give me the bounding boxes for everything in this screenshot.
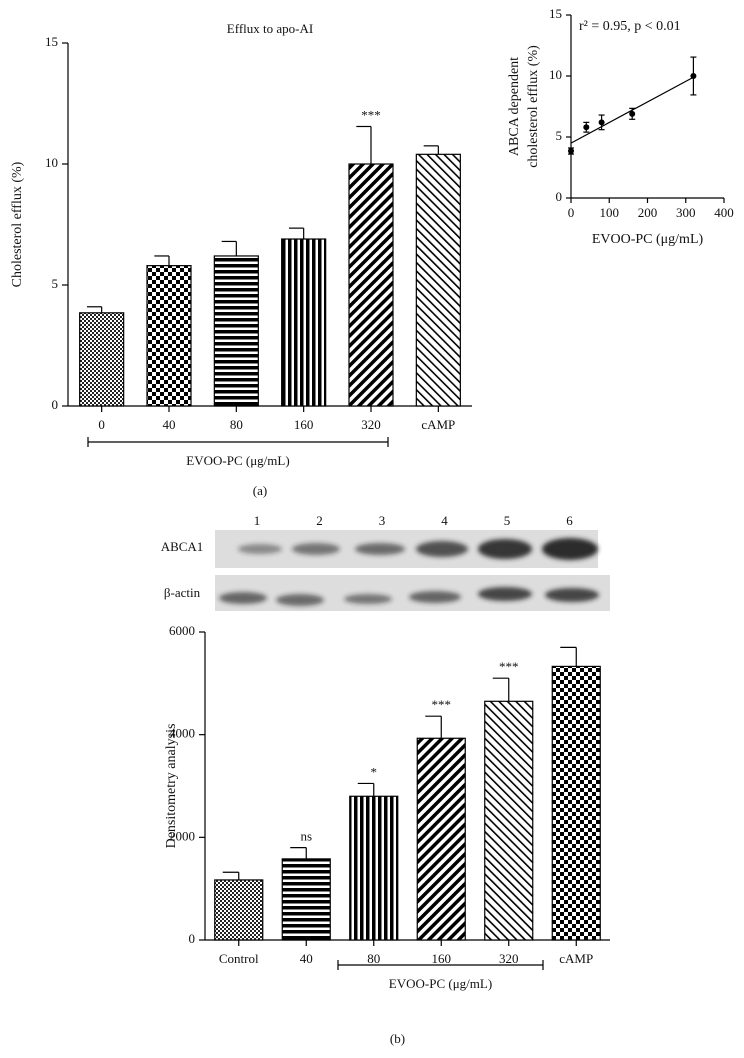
- lane-label: 2: [316, 513, 323, 528]
- bar: [348, 163, 394, 407]
- annotation: r² = 0.95, p < 0.01: [579, 19, 681, 34]
- y-tick-label: 4000: [169, 726, 195, 741]
- significance: *: [371, 764, 378, 779]
- point: [690, 73, 697, 79]
- blot-actin: [215, 575, 610, 611]
- y-tick-label: 2000: [169, 828, 195, 843]
- x-tick-label: Control: [219, 951, 259, 966]
- x-tick-label: cAMP: [559, 951, 593, 966]
- group-label: EVOO-PC (μg/mL): [186, 453, 289, 468]
- x-tick-label: 0: [98, 417, 105, 432]
- x-tick-label: 320: [361, 417, 381, 432]
- western-blot: [215, 530, 610, 611]
- x-tick-label: 40: [300, 951, 313, 966]
- significance: ***: [361, 107, 381, 122]
- y-axis-label: Cholesterol efflux (%): [10, 161, 25, 287]
- panel-label: (a): [253, 483, 267, 498]
- y-tick-label: 0: [52, 397, 59, 412]
- y-axis-label: ABCA dependent: [507, 57, 522, 156]
- bar: [79, 312, 125, 407]
- y-tick-label: 5: [556, 128, 563, 143]
- y-tick-label: 0: [189, 931, 196, 946]
- bar: [281, 858, 331, 941]
- x-tick-label: 300: [676, 205, 696, 220]
- panel-label: (b): [390, 1031, 405, 1046]
- lane-label: 5: [504, 513, 511, 528]
- x-tick-label: 320: [499, 951, 519, 966]
- blot-row-label: ABCA1: [161, 539, 204, 554]
- x-tick-label: cAMP: [421, 417, 455, 432]
- y-tick-label: 15: [45, 34, 58, 49]
- lane-label: 6: [566, 513, 573, 528]
- x-tick-label: 100: [600, 205, 620, 220]
- lane-label: 3: [379, 513, 386, 528]
- y-tick-label: 6000: [169, 623, 195, 638]
- y-axis-label: cholesterol efflux (%): [526, 45, 541, 168]
- lane-label: 1: [254, 513, 261, 528]
- significance: ***: [432, 697, 452, 712]
- y-axis-label: Densitometry analysis: [164, 724, 179, 849]
- bar: [415, 153, 461, 407]
- x-tick-label: 80: [230, 417, 243, 432]
- point: [598, 119, 605, 126]
- point: [583, 124, 590, 131]
- x-tick-label: 400: [714, 205, 734, 220]
- point: [629, 110, 636, 117]
- x-tick-label: 0: [568, 205, 575, 220]
- x-axis-label: EVOO-PC (μg/mL): [592, 232, 704, 247]
- x-tick-label: 80: [367, 951, 380, 966]
- bar: [349, 795, 399, 941]
- significance: ***: [499, 659, 519, 674]
- blot-row-label: β-actin: [164, 585, 201, 600]
- x-tick-label: 200: [638, 205, 658, 220]
- bar: [213, 255, 259, 407]
- bar: [484, 700, 534, 941]
- y-tick-label: 10: [549, 67, 562, 82]
- bar: [146, 265, 192, 407]
- x-tick-label: 160: [432, 951, 452, 966]
- x-tick-label: 40: [163, 417, 176, 432]
- significance: ns: [300, 829, 312, 844]
- y-tick-label: 15: [549, 6, 562, 21]
- bar: [281, 238, 327, 407]
- bar: [551, 665, 601, 941]
- group-label: EVOO-PC (μg/mL): [389, 976, 492, 991]
- chart-title: Efflux to apo-AI: [227, 21, 313, 36]
- bar: [416, 737, 466, 941]
- x-tick-label: 160: [294, 417, 314, 432]
- point: [568, 148, 574, 155]
- y-tick-label: 5: [52, 276, 59, 291]
- y-tick-label: 0: [556, 189, 563, 204]
- lane-label: 4: [441, 513, 448, 528]
- y-tick-label: 10: [45, 155, 58, 170]
- bar: [214, 879, 264, 941]
